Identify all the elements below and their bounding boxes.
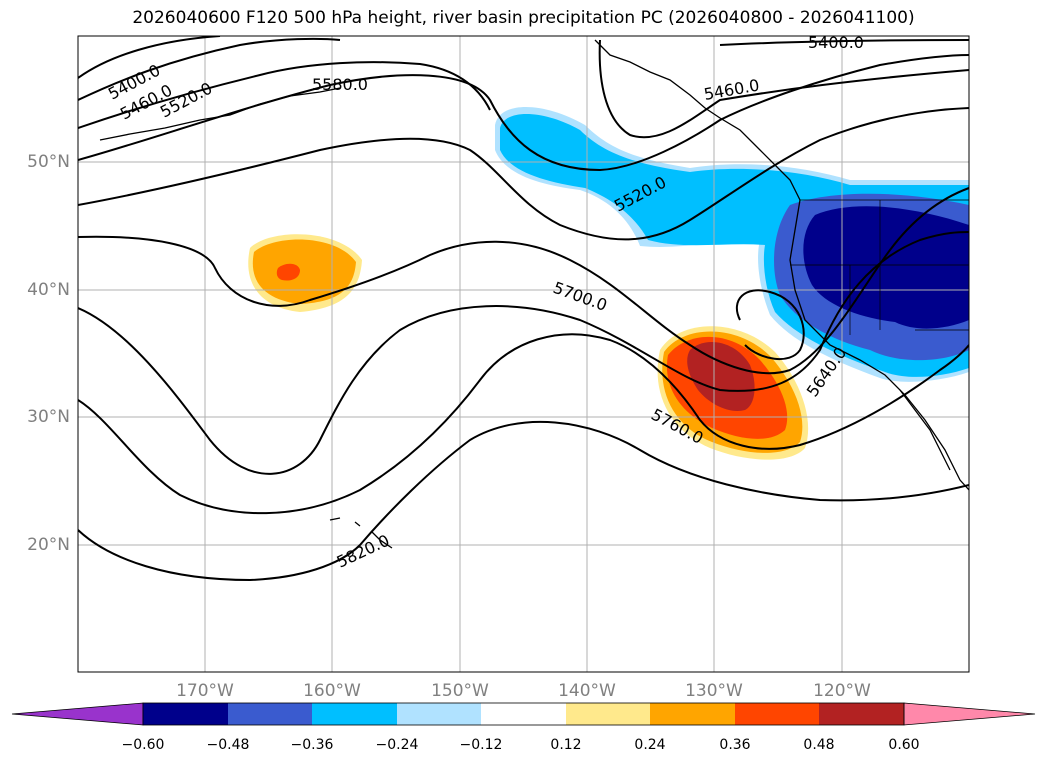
contour-label: 5580.0 xyxy=(312,75,368,94)
lon-label-170w: 170°W xyxy=(176,681,234,701)
lon-label-130w: 130°W xyxy=(685,681,743,701)
contour-5460-west xyxy=(78,37,341,101)
colorbar-tick-label: 0.36 xyxy=(719,737,751,753)
lon-label-140w: 140°W xyxy=(558,681,616,701)
lat-label-50n: 50°N xyxy=(27,152,70,172)
contour-5760 xyxy=(78,333,969,515)
lon-label-160w: 160°W xyxy=(303,681,361,701)
contour-label: 5820.0 xyxy=(334,531,393,572)
baja-coast xyxy=(899,389,951,471)
colorbar-tick-label: 0.24 xyxy=(634,737,666,753)
map-title: 2026040600 F120 500 hPa height, river ba… xyxy=(132,8,915,28)
contour-5460-north xyxy=(598,39,969,139)
colorbar-tick-label: 0.12 xyxy=(550,737,582,753)
colorbar-extend-min xyxy=(11,702,144,726)
colorbar-bin xyxy=(566,703,650,725)
graticule xyxy=(78,36,969,672)
colorbar-tick-label: 0.60 xyxy=(888,737,920,753)
aleutian-coast xyxy=(99,87,341,141)
colorbar-bin xyxy=(481,703,566,725)
contour-label: 5700.0 xyxy=(551,278,610,315)
contour-5700 xyxy=(78,231,969,475)
plot-area: 5400.0 5400.0 5460.0 5460.0 5520.0 5520.… xyxy=(78,33,969,672)
colorbar xyxy=(11,702,1036,726)
lat-label-40n: 40°N xyxy=(27,280,70,300)
lat-label-30n: 30°N xyxy=(27,407,70,427)
height-contours xyxy=(78,36,969,582)
contour-label: 5400.0 xyxy=(808,33,864,52)
contour-5640 xyxy=(78,187,969,375)
colorbar-tick-label: −0.12 xyxy=(459,737,503,753)
colorbar-tick-label: −0.36 xyxy=(290,737,334,753)
colorbar-tick-label: 0.48 xyxy=(803,737,835,753)
precip-pos-east-max xyxy=(687,342,755,411)
colorbar-bin xyxy=(735,703,819,725)
colorbar-frame xyxy=(142,702,905,726)
colorbar-extend-max xyxy=(903,702,1036,726)
lon-label-120w: 120°W xyxy=(813,681,871,701)
contour-5820 xyxy=(78,420,969,582)
contour-5580 xyxy=(78,54,969,172)
hawaii-islands xyxy=(329,517,393,549)
precip-pos-west-max xyxy=(276,263,300,281)
colorbar-bin xyxy=(312,703,397,725)
contour-5640-loop xyxy=(735,289,805,361)
lat-label-20n: 20°N xyxy=(27,535,70,555)
colorbar-tick-label: −0.24 xyxy=(375,737,419,753)
us-west-coast xyxy=(789,199,969,491)
plot-frame xyxy=(77,35,970,673)
colorbar-bin xyxy=(819,703,904,725)
colorbar-bin xyxy=(397,703,481,725)
colorbar-tick-label: −0.48 xyxy=(206,737,250,753)
colorbar-bin xyxy=(650,703,735,725)
precip-pos-west-mid xyxy=(252,239,356,304)
colorbar-bin xyxy=(228,703,312,725)
colorbar-bin xyxy=(143,703,228,725)
contour-5400-north xyxy=(719,39,969,46)
lon-label-150w: 150°W xyxy=(431,681,489,701)
contour-label: 5460.0 xyxy=(702,76,760,104)
colorbar-tick-label: −0.60 xyxy=(121,737,165,753)
contour-5520-west xyxy=(78,61,491,129)
contour-5400-west xyxy=(78,36,221,79)
contour-5520 xyxy=(78,107,969,241)
